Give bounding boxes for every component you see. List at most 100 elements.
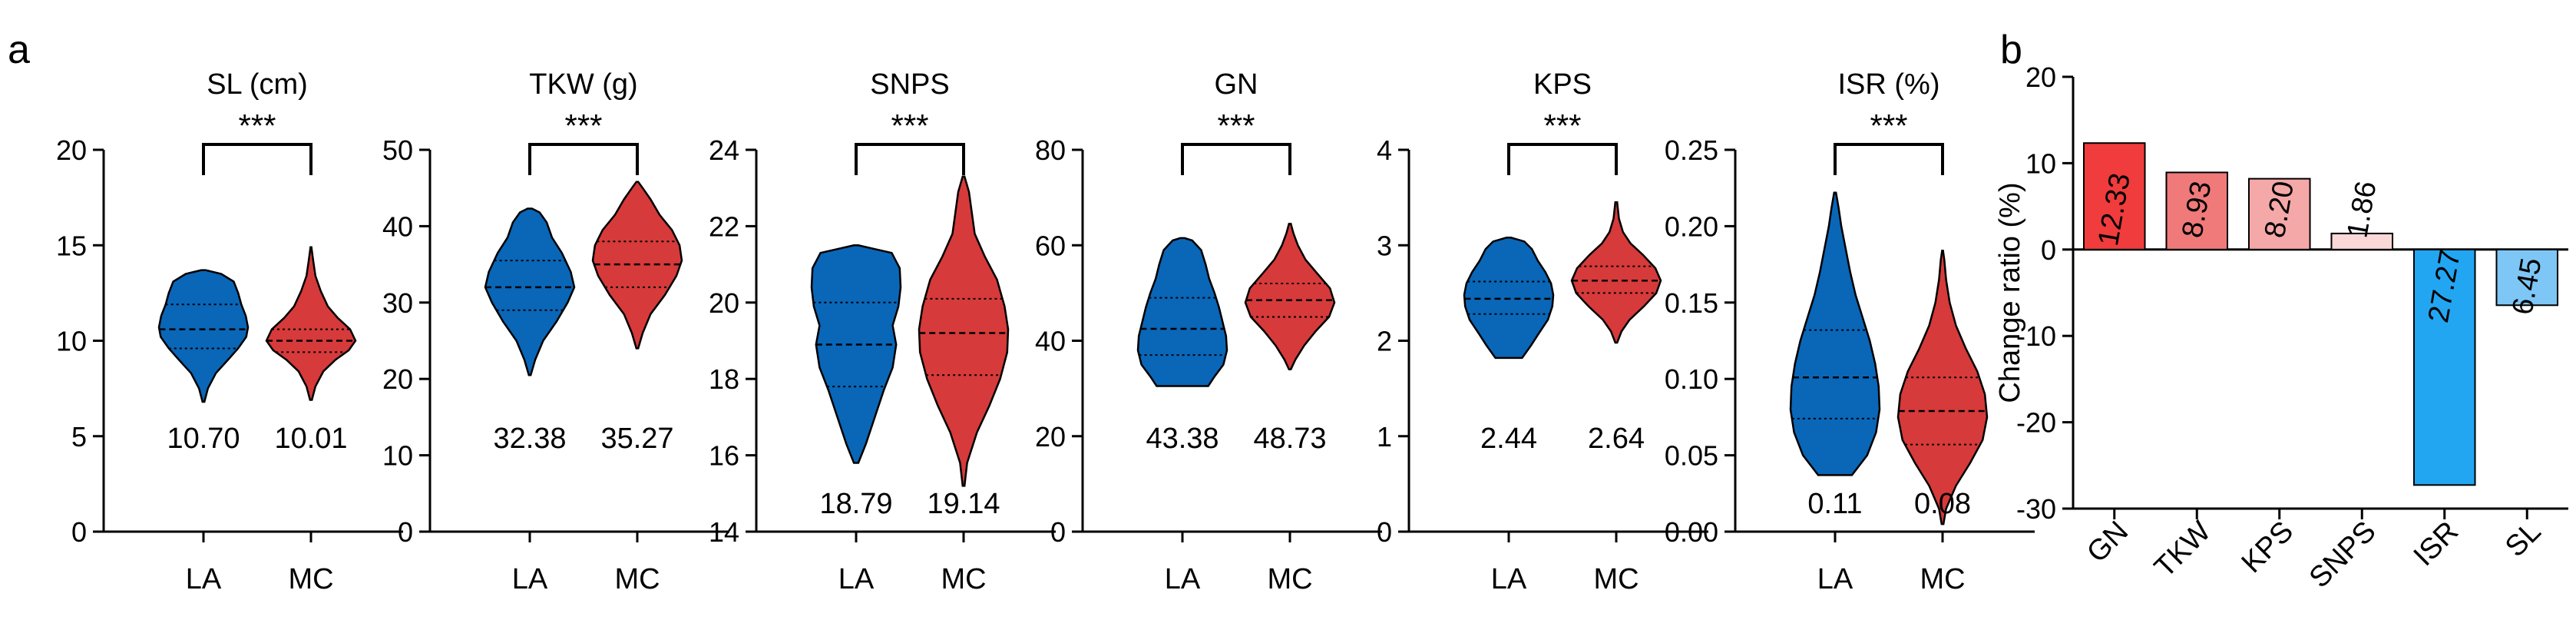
bar-y-tick-label: 10 — [2025, 148, 2056, 179]
bar-gn — [2082, 142, 2146, 250]
y-tick-label: 20 — [56, 134, 87, 166]
significance-stars: *** — [1543, 108, 1581, 144]
significance-stars: *** — [1870, 108, 1907, 144]
x-tick-label-la: LA — [1165, 563, 1201, 595]
mean-label-la: 0.11 — [1807, 488, 1862, 520]
violin-la — [1789, 191, 1881, 476]
violin-mc — [918, 175, 1010, 487]
x-tick-label-la: LA — [838, 563, 875, 595]
bar-value-label-snps: 1.86 — [2341, 179, 2383, 240]
y-tick-label: 0 — [71, 516, 87, 548]
x-tick-label-mc: MC — [1920, 563, 1965, 595]
significance-stars: *** — [1217, 108, 1255, 144]
y-tick-label: 50 — [382, 134, 413, 166]
bar-y-axis-label: Change ratio (%) — [1994, 182, 2026, 403]
violin-panel-snps: SNPS 14 16 18 20 22 24 LA MC 18.79 19.14 *** — [709, 68, 1056, 595]
violin-mc — [1896, 249, 1989, 526]
bar-isr — [2412, 248, 2476, 486]
y-tick-label: 0.10 — [1665, 363, 1718, 395]
y-tick-label: 5 — [71, 421, 87, 453]
y-tick-label: 18 — [709, 363, 739, 395]
significance-stars: *** — [891, 108, 928, 144]
violin-la — [1136, 237, 1228, 387]
bar-sl — [2495, 248, 2559, 307]
mean-label-mc: 35.27 — [600, 423, 673, 455]
bar-y-tick-label: -20 — [2016, 407, 2056, 439]
y-tick-label: 0.25 — [1665, 134, 1718, 166]
bar-x-tick-label-kps: KPS — [2236, 516, 2300, 579]
y-tick-label: 24 — [709, 134, 739, 166]
y-tick-label: 40 — [1035, 326, 1066, 357]
mean-label-mc: 0.08 — [1914, 488, 1971, 520]
bar-x-tick-label-snps: SNPS — [2303, 516, 2383, 595]
panel-title-snps: SNPS — [870, 68, 949, 101]
x-tick-label-mc: MC — [1267, 563, 1312, 595]
bar-x-tick-label-gn: GN — [2081, 516, 2135, 569]
mean-label-mc: 19.14 — [927, 488, 1000, 520]
significance-bracket — [1181, 143, 1291, 175]
y-tick-label: 14 — [709, 516, 739, 548]
bar-y-tick-label: -30 — [2016, 493, 2056, 525]
bar-snps — [2330, 232, 2394, 250]
x-tick-label-mc: MC — [288, 563, 333, 595]
x-tick-label-mc: MC — [614, 563, 660, 595]
significance-bracket — [202, 143, 312, 175]
mean-label-la: 2.44 — [1480, 423, 1537, 455]
y-tick-label: 10 — [382, 440, 413, 472]
significance-bracket — [528, 143, 639, 175]
mean-label-la: 43.38 — [1146, 423, 1219, 455]
violin-mc — [265, 246, 357, 401]
violin-panel-sl-cm: SL (cm) 0 5 10 15 20 LA MC 10.70 10.01 *** — [56, 68, 403, 595]
y-tick-label: 30 — [382, 287, 413, 319]
violin-panel-isr: ISR (%) 0.00 0.05 0.10 0.15 0.20 0.25 LA MC 0.11 0… — [1665, 68, 2035, 595]
y-tick-label: 0.00 — [1665, 516, 1718, 548]
y-tick-label: 2 — [1377, 326, 1392, 357]
mean-label-la: 18.79 — [819, 488, 892, 520]
y-tick-label: 0.05 — [1665, 440, 1718, 472]
y-tick-label: 22 — [709, 211, 739, 242]
y-tick-label: 15 — [56, 230, 87, 261]
y-tick-label: 0 — [1377, 516, 1392, 548]
significance-stars: *** — [238, 108, 276, 144]
y-tick-label: 0 — [398, 516, 413, 548]
violin-panel-gn: GN 0 20 40 60 80 LA MC 43.38 48.73 *** — [1035, 68, 1382, 595]
y-tick-label: 20 — [709, 287, 739, 319]
y-tick-label: 80 — [1035, 134, 1066, 166]
significance-bracket — [855, 143, 965, 175]
bar-y-tick-label: 20 — [2025, 61, 2056, 93]
panel-title-gn: GN — [1215, 68, 1258, 101]
violin-panel-tkw-g: TKW (g) 0 10 20 30 40 50 LA MC 32.38 35.27 *** — [382, 68, 729, 595]
bar-x-tick-label-tkw: TKW — [2148, 516, 2217, 584]
bar-kps — [2247, 177, 2311, 250]
x-tick-label-la: LA — [1817, 563, 1853, 595]
panel-label-b: b — [2000, 28, 2022, 72]
panel-label-a: a — [8, 28, 30, 72]
y-tick-label: 0.15 — [1665, 287, 1718, 319]
bar-x-tick-label-sl: SL — [2499, 516, 2548, 564]
violin-la — [810, 244, 902, 464]
panel-title-kps: KPS — [1533, 68, 1592, 101]
y-tick-label: 20 — [1035, 421, 1066, 453]
significance-bracket — [1507, 143, 1618, 175]
x-tick-label-mc: MC — [941, 563, 986, 595]
violin-la — [157, 269, 250, 403]
y-tick-label: 4 — [1377, 134, 1392, 166]
mean-label-mc: 48.73 — [1253, 423, 1326, 455]
significance-stars: *** — [564, 108, 602, 144]
y-tick-label: 60 — [1035, 230, 1066, 261]
y-tick-label: 20 — [382, 363, 413, 395]
bar-x-tick-label-isr: ISR — [2408, 516, 2465, 573]
y-tick-label: 0 — [1050, 516, 1066, 548]
significance-bracket — [1834, 143, 1944, 175]
x-tick-label-mc: MC — [1593, 563, 1639, 595]
mean-label-la: 32.38 — [493, 423, 566, 455]
y-tick-label: 3 — [1377, 230, 1392, 261]
y-tick-label: 16 — [709, 440, 739, 472]
panel-title-sl-cm: SL (cm) — [207, 68, 308, 101]
y-tick-label: 0.20 — [1665, 211, 1718, 242]
panel-title-isr: ISR (%) — [1838, 68, 1940, 101]
x-tick-label-la: LA — [512, 563, 548, 595]
